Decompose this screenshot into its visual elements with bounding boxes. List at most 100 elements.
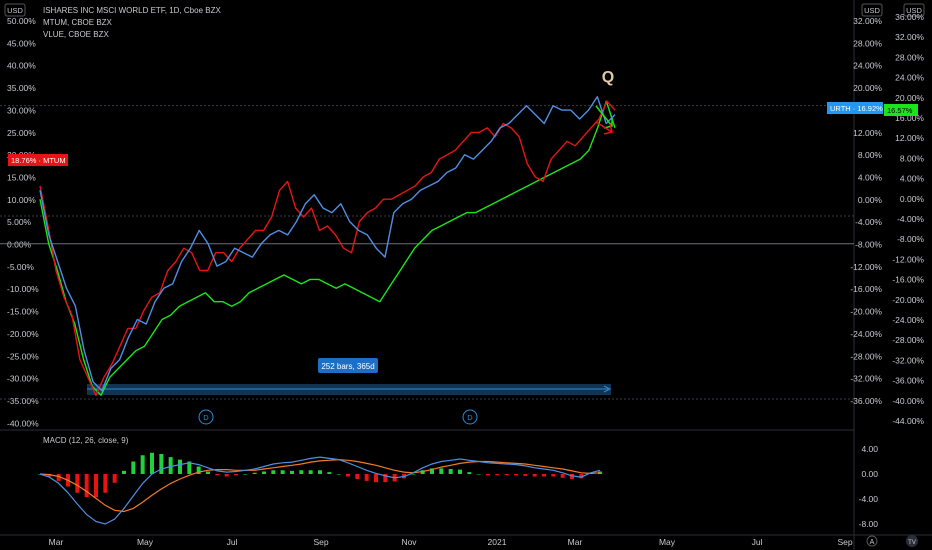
macd-histogram-bar: [131, 461, 136, 474]
y-right-tick: -32.00%: [892, 355, 924, 365]
macd-histogram-bar: [159, 454, 164, 474]
date-range-tool[interactable]: 252 bars, 365d: [87, 358, 612, 395]
y-mid-tick: -24.00%: [850, 329, 882, 339]
urth-value-badge: URTH · 16.92%: [827, 102, 883, 114]
macd-histogram-bar: [598, 471, 602, 474]
macd-histogram-bar: [215, 474, 220, 476]
macd-histogram-bar: [430, 468, 434, 474]
y-mid-tick: 32.00%: [853, 16, 882, 26]
y-mid-tick: -8.00%: [855, 240, 882, 250]
auto-scale-button[interactable]: A: [866, 535, 878, 547]
y-left-tick: -30.00%: [7, 374, 39, 384]
y-left-tick: 5.00%: [7, 217, 32, 227]
macd-histogram-bar: [420, 470, 425, 474]
y-mid-tick: -36.00%: [850, 396, 882, 406]
currency-badge-left[interactable]: USD: [4, 3, 26, 17]
tradingview-logo[interactable]: TV: [906, 535, 918, 547]
legend-mtum[interactable]: MTUM, CBOE BZX: [43, 18, 113, 27]
macd-title[interactable]: MACD (12, 26, close, 9): [43, 436, 129, 445]
macd-histogram-bar: [103, 474, 108, 493]
urth-badge-label: URTH · 16.92%: [830, 104, 883, 113]
y-mid-tick: -32.00%: [850, 374, 882, 384]
macd-histogram-bar: [560, 474, 565, 478]
y-mid-tick: 0.00%: [858, 195, 883, 205]
y-left-tick: 15.00%: [7, 172, 36, 182]
macd-lines: [39, 456, 601, 525]
macd-histogram-bar: [243, 474, 248, 475]
macd-histogram-bar: [411, 474, 416, 475]
y-left-tick: 35.00%: [7, 83, 36, 93]
macd-histogram-bar: [523, 474, 528, 476]
macd-histogram-bar: [290, 470, 294, 474]
y-right-tick: 36.00%: [895, 12, 924, 22]
y-right-tick: -4.00%: [897, 214, 924, 224]
y-right-tick: 28.00%: [895, 52, 924, 62]
y-mid-tick: -28.00%: [850, 351, 882, 361]
currency-right-label: USD: [906, 6, 922, 15]
y-mid-tick: 8.00%: [858, 150, 883, 160]
vlue-value-badge: 16.57%: [884, 104, 918, 116]
x-tick: Sep: [313, 537, 328, 547]
macd-histogram-bar: [94, 474, 98, 498]
x-axis: Mar May Jul Sep Nov 2021 Mar May Jul Sep: [49, 537, 853, 547]
y-right-tick: -28.00%: [892, 335, 924, 345]
y-left-tick: 40.00%: [7, 61, 36, 71]
y-mid-tick: -12.00%: [850, 262, 882, 272]
macd-histogram-bar: [271, 470, 276, 474]
vlue-badge-label: 16.57%: [887, 106, 913, 115]
macd-histogram-bar: [168, 457, 173, 474]
mtum-annotation-arrow: [595, 121, 613, 135]
y-left-tick: -5.00%: [7, 262, 34, 272]
macd-histogram-bar: [467, 472, 472, 474]
macd-histogram-bar: [75, 474, 80, 493]
y-right-tick: 12.00%: [895, 133, 924, 143]
y-right-tick: 24.00%: [895, 73, 924, 83]
macd-histogram-bar: [224, 474, 229, 477]
x-tick: Nov: [401, 537, 417, 547]
y-left-tick: -25.00%: [7, 351, 39, 361]
y-right-tick: -8.00%: [897, 234, 924, 244]
x-tick: Mar: [568, 537, 583, 547]
annotation-letter: Q: [602, 69, 614, 86]
legend-vlue[interactable]: VLUE, CBOE BZX: [43, 30, 109, 39]
macd-histogram-bar: [84, 474, 89, 498]
macd-histogram-bar: [187, 461, 192, 474]
macd-histogram-bar: [252, 472, 257, 474]
y-mid-tick: 4.00%: [858, 172, 883, 182]
y-axis-left: 50.00%45.00%40.00%35.00%30.00%25.00%20.0…: [7, 16, 39, 428]
x-tick: Jul: [227, 537, 238, 547]
macd-histogram-bar: [150, 452, 154, 474]
y-right-tick: -12.00%: [892, 254, 924, 264]
y-right-tick: -16.00%: [892, 275, 924, 285]
macd-histogram-bar: [308, 470, 313, 474]
y-right-tick: -24.00%: [892, 315, 924, 325]
y-right-tick: -36.00%: [892, 376, 924, 386]
dividend-marker-2[interactable]: D: [462, 409, 478, 425]
legend-urth[interactable]: ISHARES INC MSCI WORLD ETF, 1D, Cboe BZX: [43, 6, 221, 15]
series-line-mtum: [39, 100, 616, 396]
price-lines: [0, 105, 854, 400]
x-tick: Sep: [837, 537, 852, 547]
macd-histogram-bar: [47, 474, 52, 477]
y-mid-tick: -4.00%: [855, 217, 882, 227]
y-left-tick: -40.00%: [7, 418, 39, 428]
macd-histogram-bar: [140, 455, 145, 474]
dividend-marker-1[interactable]: D: [198, 409, 214, 425]
macd-histogram-bar: [206, 471, 210, 474]
macd-histogram-bar: [495, 474, 500, 476]
currency-badge-right[interactable]: USD: [903, 3, 925, 17]
y-right-tick: 32.00%: [895, 32, 924, 42]
macd-histogram-bar: [56, 474, 61, 481]
macd-histogram-bar: [299, 470, 304, 474]
y-axis-mid: 32.00%28.00%24.00%20.00%16.00%12.00%8.00…: [850, 16, 882, 406]
y-left-tick: 25.00%: [7, 128, 36, 138]
y-axis-right: 36.00% 32.00% 28.00% 24.00% 20.00% 16.00% 12.0…: [892, 12, 924, 426]
y-left-tick: -15.00%: [7, 307, 39, 317]
x-tick: Mar: [49, 537, 64, 547]
currency-badge-mid[interactable]: USD: [861, 3, 883, 17]
series-lines: [39, 95, 616, 396]
y-left-tick: -35.00%: [7, 396, 39, 406]
y-mid-tick: -16.00%: [850, 284, 882, 294]
